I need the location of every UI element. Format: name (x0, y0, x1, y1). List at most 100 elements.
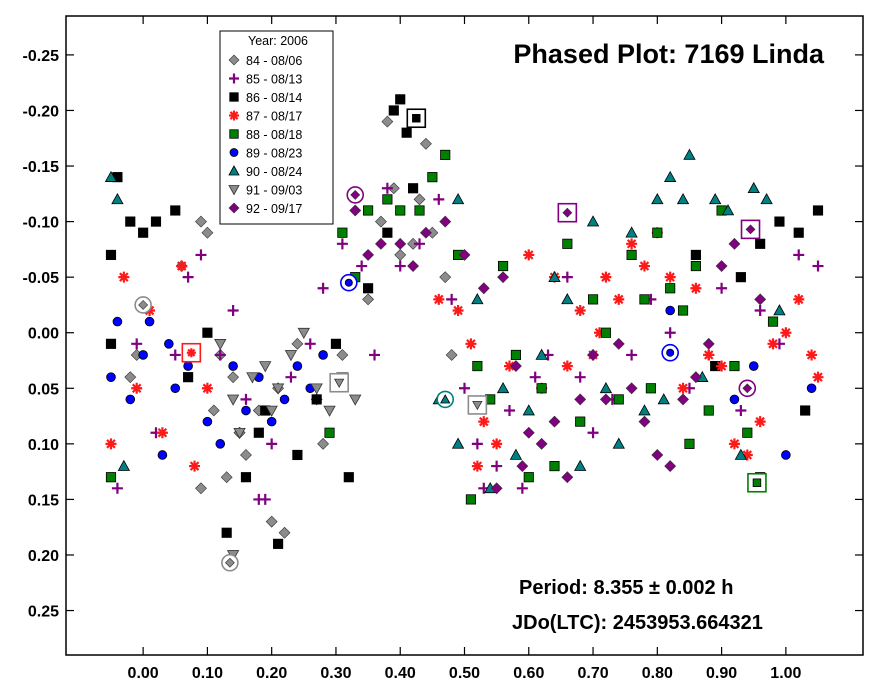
data-point-1 (394, 249, 407, 261)
data-point-3 (240, 472, 252, 483)
legend-label-2: 85 - 08/13 (246, 73, 302, 87)
data-point-7 (574, 459, 587, 471)
data-point-7 (747, 181, 760, 194)
data-point-5 (652, 227, 663, 238)
data-point-4 (561, 360, 573, 372)
highlight-point-1 (224, 557, 235, 568)
plot-frame (65, 15, 864, 656)
data-point-6 (215, 439, 226, 449)
highlight-point-9 (745, 224, 756, 235)
data-point-1 (220, 471, 233, 484)
legend-label-9: 92 - 09/17 (246, 202, 302, 216)
data-point-5 (665, 283, 676, 294)
y-tick-label: -0.15 (23, 159, 60, 176)
data-point-5 (575, 416, 586, 427)
data-point-8 (284, 350, 298, 362)
data-point-5 (626, 249, 637, 261)
x-axis: 0.00 0.10 0.20 0.30 0.40 0.50 0.60 0.70 0.80 0.90… (128, 16, 802, 682)
data-point-1 (420, 137, 432, 150)
data-point-7 (651, 193, 664, 205)
data-point-4 (812, 371, 824, 383)
data-point-9 (625, 382, 638, 395)
data-point-2 (793, 249, 805, 261)
data-point-2 (381, 182, 393, 194)
data-point-4 (452, 304, 464, 316)
x-tick-label: 0.30 (320, 665, 351, 682)
data-point-9 (612, 337, 625, 350)
data-point-7 (625, 226, 638, 238)
data-point-9 (548, 415, 561, 428)
highlight-point-9 (742, 383, 753, 394)
data-point-2 (356, 260, 368, 272)
legend-marker-6 (229, 148, 239, 157)
data-point-5 (497, 260, 509, 272)
legend-label-1: 84 - 08/06 (246, 54, 302, 68)
data-point-4 (703, 349, 715, 361)
data-point-3 (202, 327, 213, 338)
data-point-7 (117, 459, 131, 471)
data-point-2 (716, 282, 728, 294)
data-point-4 (465, 338, 477, 350)
legend-marker-3 (229, 92, 239, 102)
data-point-3 (221, 527, 232, 538)
data-point-2 (182, 271, 194, 283)
data-point-2 (336, 238, 348, 250)
data-point-3 (105, 338, 117, 349)
data-point-2 (414, 238, 426, 250)
data-point-1 (195, 482, 207, 495)
data-point-7 (683, 148, 696, 160)
data-point-8 (214, 339, 227, 351)
data-point-4 (131, 382, 143, 394)
x-tick-label: 0.80 (642, 665, 673, 682)
y-tick-label: 0.00 (28, 326, 59, 343)
data-point-8 (259, 361, 272, 373)
data-point-7 (599, 381, 613, 394)
data-point-9 (638, 415, 651, 428)
data-point-7 (561, 293, 574, 305)
data-point-1 (375, 215, 387, 228)
data-point-7 (586, 215, 600, 227)
data-point-4 (780, 327, 792, 339)
x-tick-label: 0.40 (385, 665, 416, 682)
data-point-5 (427, 172, 438, 183)
data-point-5 (562, 238, 573, 249)
data-point-2 (529, 371, 541, 383)
data-point-6 (183, 361, 193, 371)
data-point-6 (292, 361, 303, 371)
data-point-2 (516, 482, 528, 494)
data-point-9 (375, 237, 387, 250)
data-point-4 (574, 304, 586, 316)
data-point-4 (638, 260, 650, 272)
y-tick-label: 0.15 (28, 492, 59, 509)
data-point-1 (407, 237, 420, 250)
data-point-6 (164, 339, 174, 349)
data-point-1 (291, 337, 304, 350)
legend-marker-7 (228, 165, 240, 176)
data-point-1 (278, 526, 291, 539)
data-point-9 (458, 249, 471, 261)
data-point-5 (523, 472, 534, 483)
data-point-3 (401, 127, 412, 138)
data-point-3 (800, 405, 811, 416)
data-point-1 (439, 271, 452, 284)
data-point-7 (721, 204, 735, 216)
data-point-7 (548, 270, 561, 282)
data-point-7 (535, 348, 548, 360)
data-point-3 (395, 94, 406, 105)
data-point-7 (760, 193, 773, 205)
data-point-4 (478, 416, 490, 428)
data-point-2 (471, 438, 483, 450)
data-point-1 (240, 449, 252, 461)
data-point-5 (613, 394, 624, 405)
data-point-2 (812, 260, 824, 272)
data-point-2 (227, 304, 239, 316)
data-point-2 (111, 482, 123, 494)
data-point-9 (420, 226, 432, 239)
data-point-2 (240, 393, 252, 405)
data-point-5 (703, 405, 714, 416)
data-point-7 (676, 193, 690, 205)
data-point-2 (169, 349, 181, 361)
data-point-9 (574, 393, 587, 406)
data-point-6 (318, 350, 328, 360)
data-point-9 (535, 437, 548, 450)
